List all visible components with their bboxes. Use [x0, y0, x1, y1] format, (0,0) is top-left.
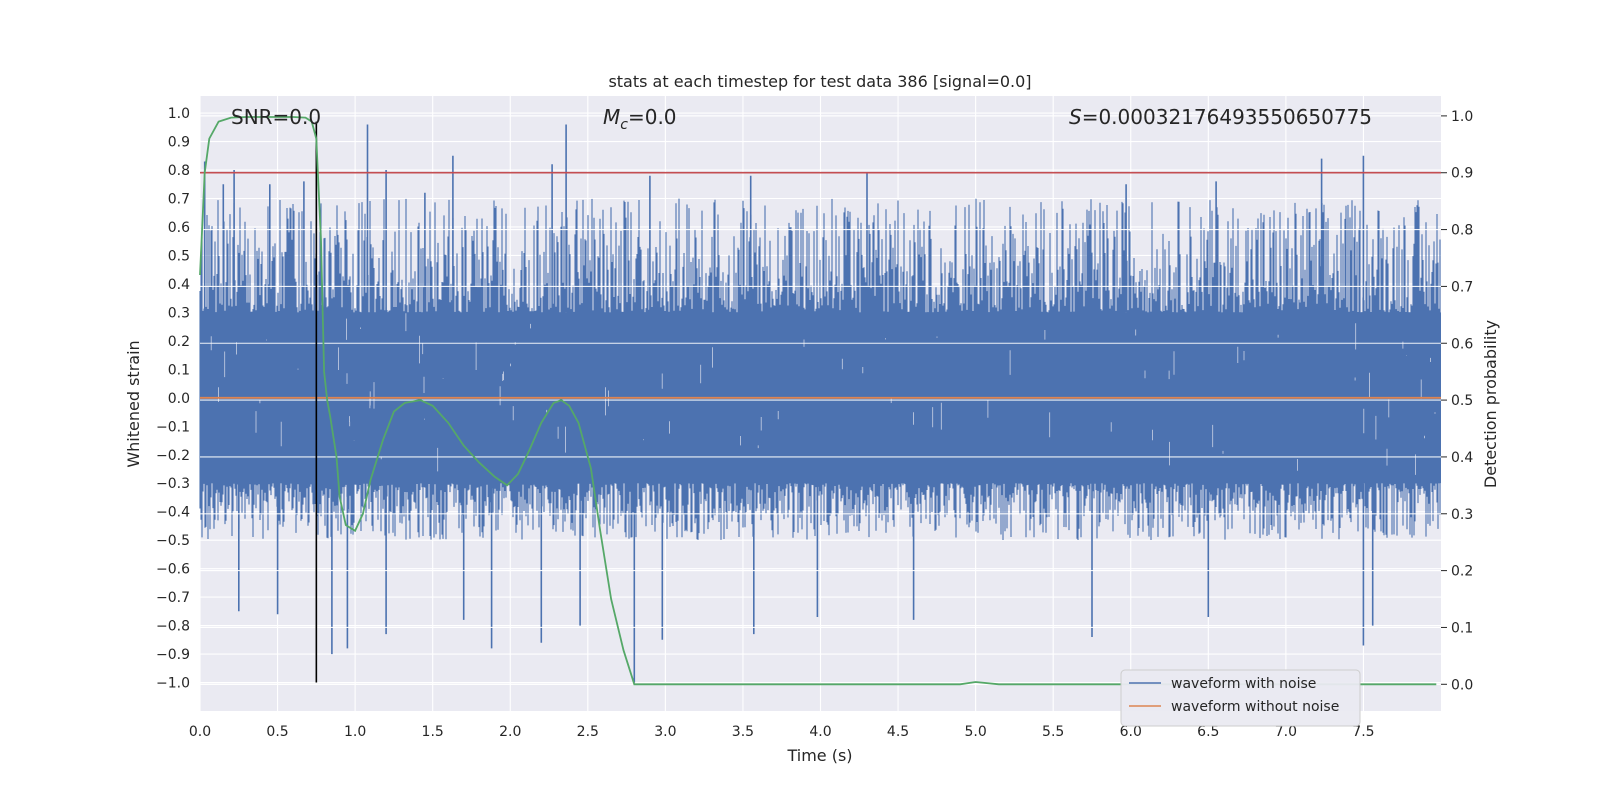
x-tick-label: 4.5	[887, 724, 909, 740]
x-tick-label: 6.0	[1120, 724, 1142, 740]
y-right-tick-label: 0.4	[1451, 450, 1473, 466]
y-left-tick-label: −0.7	[156, 590, 190, 606]
y-left-tick-label: 0.9	[168, 135, 190, 151]
y-axis-right: 1.0 0.9 0.8 0.7 0.6 0.5 0.4 0.3 0.2 0.1 0.0	[1441, 109, 1473, 693]
chirp-mass-symbol: M	[603, 105, 620, 129]
snr-annotation: SNR=0.0	[231, 105, 321, 129]
y-left-tick-label: −0.1	[156, 419, 190, 435]
y-right-tick-label: 0.8	[1451, 223, 1473, 239]
y-left-tick-label: 0.3	[168, 305, 190, 321]
score-value: =0.00032176493550650775	[1082, 105, 1372, 129]
x-tick-label: 7.0	[1275, 724, 1297, 740]
chirp-mass-value: =0.0	[628, 105, 677, 129]
x-tick-label: 5.5	[1042, 724, 1064, 740]
x-tick-label: 0.0	[189, 724, 211, 740]
x-tick-label: 2.0	[499, 724, 521, 740]
legend: waveform with noise waveform without noi…	[1120, 669, 1361, 727]
y-right-tick-label: 0.7	[1451, 279, 1473, 295]
x-tick-label: 3.5	[732, 724, 754, 740]
x-tick-label: 1.0	[344, 724, 366, 740]
chirp-mass-annotation: Mc=0.0	[603, 105, 677, 133]
detection-probability-line	[199, 116, 1437, 686]
y-left-tick-label: 1.0	[168, 106, 190, 122]
y-right-tick-label: 1.0	[1451, 109, 1473, 125]
y-left-tick-label: 0.5	[168, 248, 190, 264]
score-symbol: S	[1069, 105, 1082, 129]
y-right-tick-label: 0.1	[1451, 620, 1473, 636]
y-left-tick-label: −0.2	[156, 448, 190, 464]
x-axis-label: Time (s)	[786, 746, 852, 765]
y-right-tick-label: 0.0	[1451, 677, 1473, 693]
y-left-tick-label: −0.6	[156, 562, 190, 578]
y-left-tick-label: 0.4	[168, 277, 190, 293]
y-axis-left: 1.0 0.9 0.8 0.7 0.6 0.5 0.4 0.3 0.2 0.1 0.0 −0.1 −0.…	[156, 106, 190, 691]
y-left-tick-label: −0.5	[156, 533, 190, 549]
noise-spikes	[203, 124, 1374, 683]
x-tick-label: 0.5	[266, 724, 288, 740]
y-left-tick-label: −1.0	[156, 676, 190, 692]
x-tick-label: 1.5	[422, 724, 444, 740]
y-right-tick-label: 0.9	[1451, 166, 1473, 182]
y-left-tick-label: 0.8	[168, 163, 190, 179]
y-left-tick-label: 0.2	[168, 334, 190, 350]
x-tick-label: 3.0	[654, 724, 676, 740]
x-tick-label: 2.5	[577, 724, 599, 740]
x-tick-label: 7.5	[1352, 724, 1374, 740]
y-left-tick-label: 0.0	[168, 391, 190, 407]
x-tick-label: 6.5	[1197, 724, 1219, 740]
y-left-tick-label: 0.6	[168, 220, 190, 236]
legend-label-clean: waveform without noise	[1171, 699, 1339, 715]
noise-gaps	[210, 313, 1436, 475]
y-left-tick-label: −0.8	[156, 619, 190, 635]
y-left-tick-label: 0.1	[168, 362, 190, 378]
y-right-tick-label: 0.6	[1451, 336, 1473, 352]
y-axis-left-label: Whitened strain	[124, 340, 143, 467]
legend-box	[1120, 669, 1361, 727]
y-right-tick-label: 0.2	[1451, 564, 1473, 580]
chart-title: stats at each timestep for test data 386…	[608, 72, 1031, 91]
y-left-tick-label: 0.7	[168, 192, 190, 208]
chirp-mass-subscript: c	[620, 117, 628, 133]
score-annotation: S=0.00032176493550650775	[1069, 105, 1372, 129]
y-right-tick-label: 0.3	[1451, 507, 1473, 523]
y-left-tick-label: −0.4	[156, 505, 190, 521]
x-tick-label: 4.0	[809, 724, 831, 740]
x-tick-label: 5.0	[964, 724, 986, 740]
y-left-tick-label: −0.9	[156, 647, 190, 663]
legend-label-noise: waveform with noise	[1171, 676, 1316, 692]
line-series	[199, 116, 1441, 686]
y-left-tick-label: −0.3	[156, 476, 190, 492]
y-axis-right-label: Detection probability	[1481, 320, 1500, 488]
x-axis: 0.0 0.5 1.0 1.5 2.0 2.5 3.0 3.5 4.0 4.5 5.0 5.5 6.0 6…	[189, 724, 1375, 740]
y-right-tick-label: 0.5	[1451, 393, 1473, 409]
